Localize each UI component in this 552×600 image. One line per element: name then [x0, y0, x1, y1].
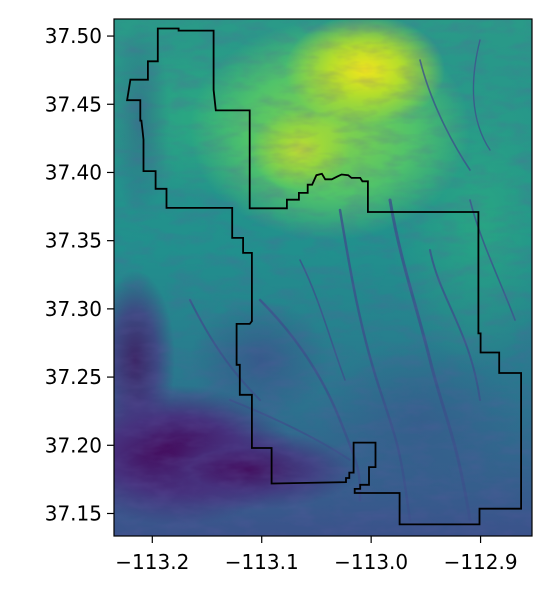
y-tick-label: 37.15 — [45, 501, 102, 525]
y-tick-label: 37.35 — [45, 229, 102, 253]
y-tick-label: 37.30 — [45, 297, 102, 321]
y-axis-ticks: 37.50 37.45 37.40 37.35 37.30 37.25 37.20 37.15 — [45, 24, 114, 525]
x-tick-label: −112.9 — [444, 550, 518, 574]
x-tick-label: −113.1 — [225, 550, 299, 574]
y-tick-label: 37.20 — [45, 433, 102, 457]
y-tick-label: 37.25 — [45, 365, 102, 389]
park-boundary — [126, 27, 522, 526]
x-tick-label: −113.2 — [115, 550, 189, 574]
y-tick-label: 37.45 — [45, 92, 102, 116]
y-tick-label: 37.50 — [45, 24, 102, 48]
y-tick-label: 37.40 — [45, 160, 102, 184]
x-tick-label: −113.0 — [334, 550, 408, 574]
elevation-raster — [114, 19, 532, 536]
x-axis-ticks: −113.2 −113.1 −113.0 −112.9 — [115, 536, 518, 574]
plot-frame — [113, 18, 533, 537]
